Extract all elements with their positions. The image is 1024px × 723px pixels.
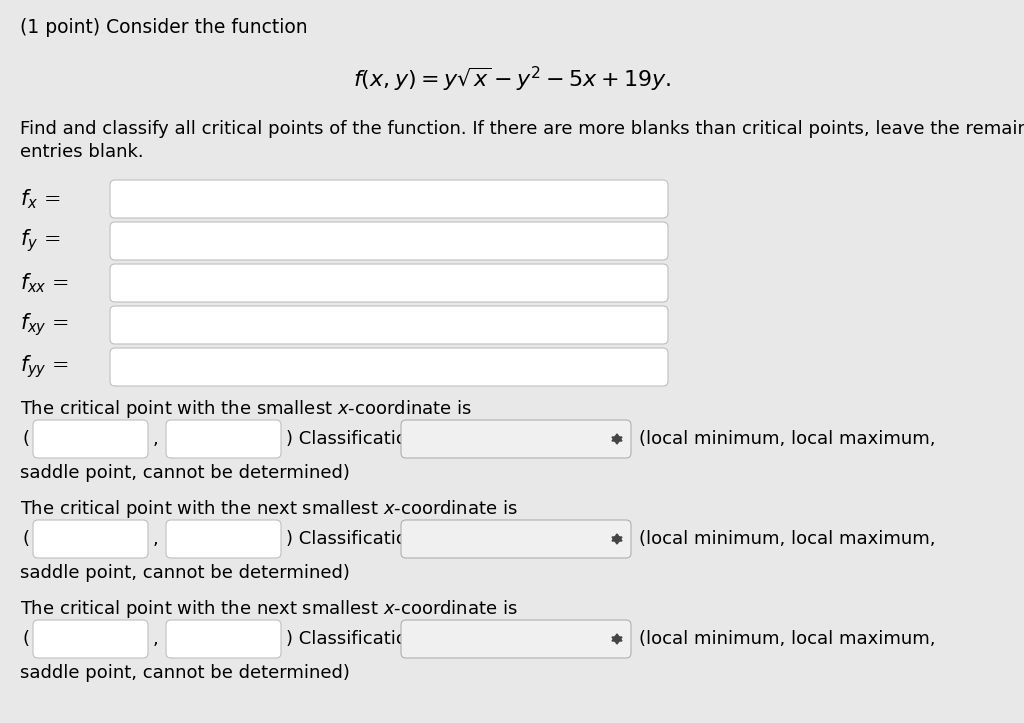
Polygon shape (612, 537, 622, 544)
FancyBboxPatch shape (110, 222, 668, 260)
Polygon shape (612, 534, 622, 541)
FancyBboxPatch shape (110, 348, 668, 386)
Text: $f_{xy}$ =: $f_{xy}$ = (20, 312, 70, 338)
Text: (: ( (22, 630, 29, 648)
Text: $f_{xx}$ =: $f_{xx}$ = (20, 271, 70, 295)
FancyBboxPatch shape (166, 620, 281, 658)
Text: saddle point, cannot be determined): saddle point, cannot be determined) (20, 664, 350, 682)
FancyBboxPatch shape (33, 520, 148, 558)
FancyBboxPatch shape (401, 620, 631, 658)
Text: (1 point) Consider the function: (1 point) Consider the function (20, 18, 307, 37)
Polygon shape (612, 434, 622, 441)
Text: (local minimum, local maximum,: (local minimum, local maximum, (639, 430, 936, 448)
FancyBboxPatch shape (110, 180, 668, 218)
Text: ) Classification:: ) Classification: (286, 530, 424, 548)
Text: (local minimum, local maximum,: (local minimum, local maximum, (639, 530, 936, 548)
Text: $f_{yy}$ =: $f_{yy}$ = (20, 354, 70, 380)
Text: Find and classify all critical points of the function. If there are more blanks : Find and classify all critical points of… (20, 120, 1024, 138)
FancyBboxPatch shape (166, 520, 281, 558)
Text: ) Classification:: ) Classification: (286, 630, 424, 648)
Text: ,: , (153, 530, 159, 548)
Polygon shape (612, 634, 622, 641)
FancyBboxPatch shape (110, 264, 668, 302)
Text: ,: , (153, 630, 159, 648)
Text: entries blank.: entries blank. (20, 143, 143, 161)
Text: The critical point with the next smallest $x$-coordinate is: The critical point with the next smalles… (20, 498, 518, 520)
FancyBboxPatch shape (166, 420, 281, 458)
FancyBboxPatch shape (401, 520, 631, 558)
Text: ,: , (153, 430, 159, 448)
Text: $f_y$ =: $f_y$ = (20, 228, 60, 254)
Text: (: ( (22, 530, 29, 548)
Text: $f_x$ =: $f_x$ = (20, 187, 60, 211)
FancyBboxPatch shape (33, 420, 148, 458)
Text: saddle point, cannot be determined): saddle point, cannot be determined) (20, 564, 350, 582)
Polygon shape (612, 637, 622, 644)
Text: The critical point with the next smallest $x$-coordinate is: The critical point with the next smalles… (20, 598, 518, 620)
Text: The critical point with the smallest $x$-coordinate is: The critical point with the smallest $x$… (20, 398, 472, 420)
FancyBboxPatch shape (110, 306, 668, 344)
FancyBboxPatch shape (401, 420, 631, 458)
Text: ) Classification:: ) Classification: (286, 430, 424, 448)
Text: (local minimum, local maximum,: (local minimum, local maximum, (639, 630, 936, 648)
Text: saddle point, cannot be determined): saddle point, cannot be determined) (20, 464, 350, 482)
Text: (: ( (22, 430, 29, 448)
FancyBboxPatch shape (33, 620, 148, 658)
Polygon shape (612, 437, 622, 444)
Text: $f(x, y) = y\sqrt{x} - y^2 - 5x + 19y.$: $f(x, y) = y\sqrt{x} - y^2 - 5x + 19y.$ (353, 65, 671, 94)
